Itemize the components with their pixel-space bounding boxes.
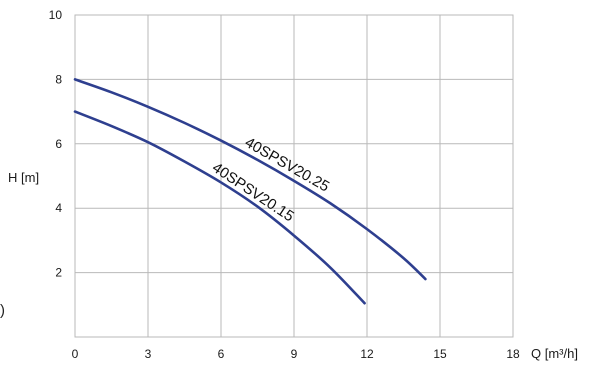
x-tick-label: 9 bbox=[291, 347, 298, 361]
x-tick-label: 3 bbox=[145, 347, 152, 361]
series-line-40SPSV20.15 bbox=[73, 110, 366, 305]
plot-frame bbox=[74, 14, 514, 338]
x-tick-label: 6 bbox=[218, 347, 225, 361]
x-axis-label: Q [m³/h] bbox=[531, 346, 578, 361]
y-tick-label: 10 bbox=[49, 8, 63, 22]
x-tick-label: 18 bbox=[506, 347, 520, 361]
margin-note: ) bbox=[0, 302, 5, 319]
x-tick-label: 0 bbox=[72, 347, 79, 361]
y-tick-label: 6 bbox=[55, 137, 62, 151]
y-tick-label: 4 bbox=[55, 201, 62, 215]
x-tick-label: 12 bbox=[360, 347, 374, 361]
y-tick-label: 8 bbox=[55, 72, 62, 86]
grid-layer bbox=[75, 15, 513, 337]
x-tick-label: 15 bbox=[433, 347, 447, 361]
series-line-40SPSV20.25 bbox=[73, 78, 427, 281]
y-tick-label: 2 bbox=[55, 266, 62, 280]
y-axis-label: H [m] bbox=[8, 170, 39, 185]
ticks-layer: 0 3 6 9 12 15 18 2 4 6 8 10 bbox=[49, 8, 520, 361]
curves-layer bbox=[73, 78, 427, 305]
